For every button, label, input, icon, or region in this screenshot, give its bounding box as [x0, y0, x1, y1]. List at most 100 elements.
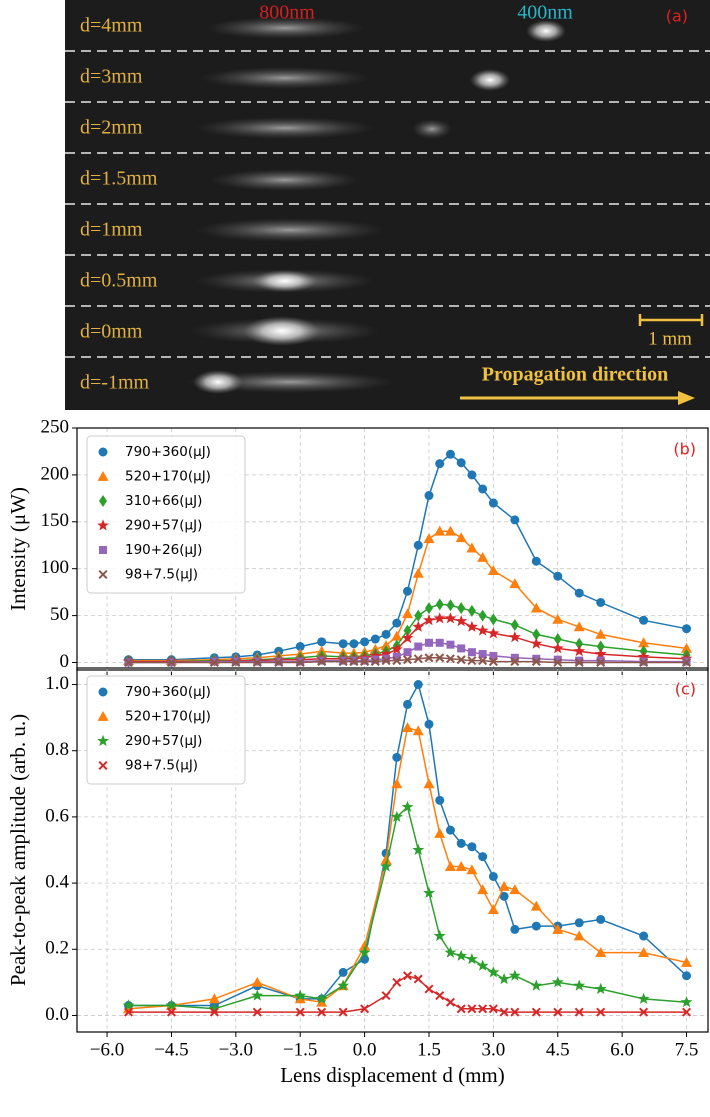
marker — [338, 967, 348, 977]
marker — [489, 651, 498, 660]
marker — [594, 647, 607, 660]
y-tick-label: 0.0 — [45, 1004, 69, 1025]
marker — [251, 976, 263, 987]
scale-bar — [638, 314, 704, 326]
marker — [553, 655, 562, 664]
marker — [478, 1004, 488, 1014]
marker — [488, 657, 498, 667]
marker — [553, 571, 563, 581]
marker — [573, 645, 586, 657]
legend-marker — [97, 734, 109, 746]
image-background — [65, 0, 710, 410]
marker — [435, 638, 444, 647]
marker — [424, 491, 434, 501]
marker — [403, 624, 412, 637]
panel-label: (a) — [666, 7, 688, 26]
y-tick-label: 0.8 — [45, 739, 69, 760]
legend-marker — [97, 711, 109, 721]
marker — [423, 533, 435, 544]
marker — [413, 974, 423, 984]
marker — [380, 647, 392, 660]
y-axis-label: Intensity (μW) — [6, 487, 30, 611]
x-tick-label: 0.0 — [353, 1039, 377, 1060]
y-tick-label: 200 — [41, 463, 70, 484]
plot-frame — [76, 667, 709, 1033]
marker — [487, 627, 500, 639]
marker — [682, 971, 692, 981]
marker — [457, 644, 466, 653]
marker — [392, 656, 402, 666]
marker — [551, 976, 564, 988]
y-tick-label: 100 — [41, 557, 70, 578]
marker — [595, 947, 607, 957]
marker — [412, 843, 425, 855]
marker — [531, 1007, 541, 1017]
marker — [595, 628, 607, 639]
marker — [466, 864, 478, 875]
marker — [380, 860, 392, 872]
marker — [509, 884, 521, 895]
marker — [446, 640, 455, 649]
marker — [457, 602, 466, 615]
marker — [424, 984, 434, 994]
marker — [530, 979, 543, 991]
marker — [412, 620, 425, 632]
marker — [456, 838, 466, 848]
marker — [638, 947, 650, 957]
marker — [369, 649, 382, 661]
marker — [530, 637, 543, 649]
marker — [209, 1007, 219, 1017]
marker — [251, 989, 264, 1001]
marker — [424, 638, 433, 647]
beam-spots — [185, 17, 566, 394]
marker — [315, 992, 328, 1004]
y-tick-label: 1.0 — [45, 673, 69, 694]
marker — [349, 657, 359, 667]
marker — [596, 914, 606, 924]
marker — [403, 655, 413, 665]
marker — [124, 657, 134, 668]
marker — [412, 725, 424, 736]
marker — [381, 629, 391, 639]
marker — [477, 884, 489, 895]
marker — [317, 1007, 327, 1017]
marker — [295, 657, 305, 668]
marker — [574, 588, 584, 598]
marker — [530, 900, 542, 911]
marker — [455, 532, 467, 543]
y-axis-label: Peak-to-peak amplitude (arb. u.) — [6, 714, 30, 986]
marker — [424, 653, 434, 663]
marker — [413, 654, 423, 664]
row-label: d=1mm — [80, 219, 143, 241]
marker — [381, 991, 391, 1001]
legend-marker — [97, 519, 109, 531]
marker — [553, 1007, 563, 1017]
marker — [510, 653, 519, 662]
marker — [478, 656, 488, 666]
marker — [509, 578, 521, 589]
marker — [575, 637, 584, 650]
marker — [423, 778, 435, 789]
marker — [392, 752, 402, 762]
marker — [445, 825, 455, 835]
marker — [466, 620, 478, 632]
marker — [575, 656, 584, 665]
marker — [681, 957, 693, 967]
legend-marker — [98, 760, 108, 771]
marker — [510, 657, 520, 667]
marker — [294, 993, 306, 1004]
marker — [508, 631, 521, 643]
marker — [498, 880, 510, 891]
marker — [682, 1007, 692, 1017]
legend-label: 190+26(μJ) — [125, 542, 202, 558]
marker — [403, 586, 413, 596]
marker — [455, 861, 467, 871]
marker — [499, 1007, 509, 1017]
marker — [532, 628, 541, 641]
marker — [403, 971, 413, 981]
marker — [477, 551, 489, 562]
legend-marker — [98, 447, 108, 457]
marker — [682, 657, 692, 668]
marker — [317, 657, 327, 667]
legend-marker — [98, 687, 108, 697]
